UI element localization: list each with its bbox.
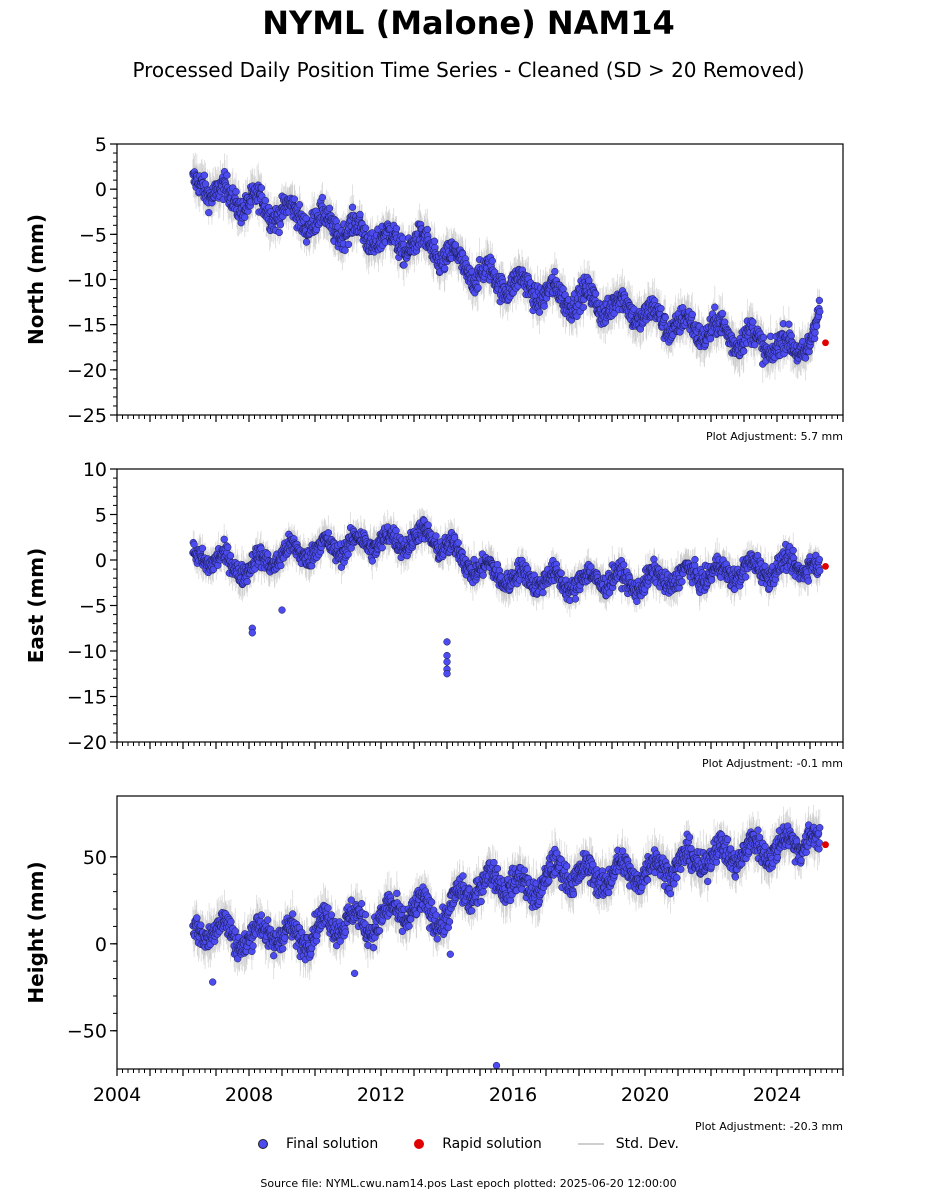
chart-title: NYML (Malone) NAM14	[262, 4, 675, 42]
rapid-solution-point	[822, 339, 829, 347]
final-solution-point	[551, 267, 559, 276]
final-solution-point	[711, 303, 719, 311]
final-solution-point	[751, 341, 759, 349]
final-solution-point	[535, 308, 544, 316]
final-solution-point	[812, 322, 821, 330]
final-solution-point	[815, 296, 824, 305]
final-solution-point	[579, 303, 588, 311]
final-solution-point	[223, 171, 231, 179]
y-tick-label: −25	[67, 405, 107, 427]
final-solution-point	[241, 213, 249, 221]
final-solution-point	[423, 225, 431, 234]
final-solution-point	[232, 188, 240, 196]
final-solution-point	[302, 238, 311, 246]
final-solution-point	[198, 544, 207, 553]
final-solution-point	[718, 309, 727, 318]
final-solution-point	[811, 329, 819, 337]
final-solution-point	[341, 246, 349, 254]
final-solution-point	[261, 196, 270, 205]
chart-subtitle: Processed Daily Position Time Series - C…	[132, 58, 805, 82]
final-solution-point	[325, 204, 334, 212]
y-tick-label: −5	[79, 224, 107, 246]
final-solution-point	[816, 307, 824, 316]
final-solution-point	[276, 221, 285, 229]
final-solution-point	[749, 318, 757, 326]
plot-data-group-0	[189, 152, 829, 383]
y-axis-label: North (mm)	[24, 214, 48, 345]
plot-data-group-1	[189, 507, 829, 678]
final-solution-point	[785, 320, 793, 328]
final-solution-point	[657, 304, 665, 313]
final-solution-point	[344, 240, 353, 249]
final-solution-point	[488, 257, 496, 265]
final-solution-point	[200, 171, 209, 179]
final-solution-point	[295, 201, 304, 209]
final-solution-point	[190, 540, 198, 548]
final-solution-point	[205, 209, 213, 217]
final-solution-point	[257, 184, 266, 192]
final-solution-point	[361, 224, 370, 232]
final-solution-point	[706, 335, 715, 343]
final-solution-point	[356, 210, 364, 219]
y-tick-label: −10	[67, 270, 107, 292]
final-solution-point	[759, 333, 768, 342]
final-solution-point	[801, 354, 810, 362]
final-solution-point	[740, 347, 748, 355]
y-tick-label: 0	[95, 179, 107, 201]
final-solution-point	[591, 290, 600, 298]
final-solution-point	[688, 310, 696, 319]
final-solution-point	[441, 264, 449, 273]
final-solution-point	[540, 302, 548, 310]
y-tick-label: −15	[67, 315, 107, 337]
final-solution-point	[661, 313, 669, 322]
final-solution-point	[348, 203, 357, 211]
final-solution-point	[290, 195, 298, 203]
plot-adjustment-label: Plot Adjustment: 5.7 mm	[706, 430, 843, 443]
final-solution-point	[318, 193, 327, 202]
final-solution-point	[474, 284, 482, 292]
final-solution-point	[392, 224, 401, 233]
final-solution-point	[275, 228, 283, 237]
y-tick-label: 5	[95, 134, 107, 156]
y-tick-label: −20	[67, 360, 107, 382]
final-solution-point	[430, 237, 439, 245]
final-solution-point	[400, 261, 408, 269]
final-solution-point	[585, 276, 593, 284]
